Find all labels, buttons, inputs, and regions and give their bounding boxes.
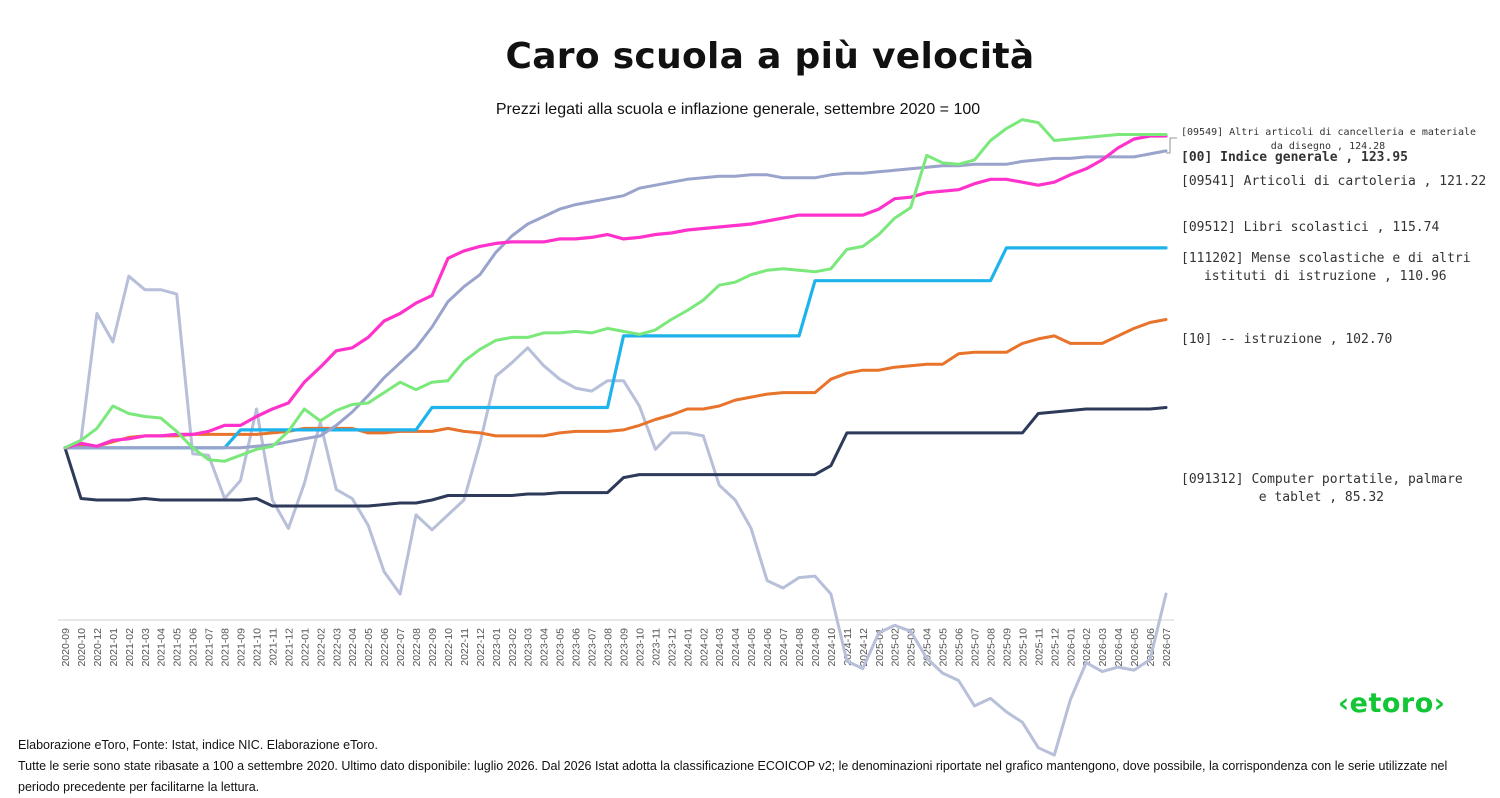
x-tick-label: 2024-12: [858, 628, 870, 667]
x-tick-label: 2022-05: [363, 628, 375, 667]
x-tick-label: 2021-07: [204, 628, 216, 667]
series-label: [09512] Libri scolastici , 115.74: [1181, 220, 1439, 235]
series-label: [10] -- istruzione , 102.70: [1181, 332, 1392, 347]
x-tick-label: 2022-10: [443, 628, 455, 667]
series-label: da disegno , 124.28: [1271, 141, 1385, 152]
x-tick-label: 2023-03: [523, 628, 535, 667]
x-tick-label: 2022-11: [459, 628, 471, 666]
x-tick-label: 2025-02: [890, 628, 902, 667]
x-tick-label: 2021-08: [220, 628, 232, 667]
x-tick-label: 2025-06: [954, 628, 966, 667]
x-tick-label: 2021-11: [267, 628, 279, 666]
x-tick-label: 2020-12: [92, 628, 104, 667]
x-tick-label: 2024-05: [746, 628, 758, 667]
label-leader-line: [1166, 137, 1177, 154]
x-tick-label: 2024-01: [682, 628, 694, 667]
series-label: e tablet , 85.32: [1259, 490, 1384, 505]
series-line: [63, 274, 1168, 757]
x-tick-label: 2025-10: [1017, 628, 1029, 667]
x-tick-label: 2026-03: [1097, 628, 1109, 667]
x-tick-label: 2023-06: [571, 628, 583, 667]
series-label: [091312] Computer portatile, palmare: [1181, 472, 1463, 487]
series-label: [111202] Mense scolastiche e di altri: [1181, 251, 1471, 266]
x-tick-label: 2021-10: [251, 628, 263, 667]
x-tick-label: 2021-09: [236, 628, 248, 667]
chart-subtitle: Prezzi legati alla scuola e inflazione g…: [495, 101, 981, 118]
x-tick-label: 2022-04: [347, 628, 359, 667]
x-tick-label: 2026-01: [1065, 628, 1077, 667]
x-tick-label: 2022-02: [315, 628, 327, 667]
x-tick-label: 2024-04: [730, 628, 742, 667]
x-tick-label: 2023-10: [634, 628, 646, 667]
x-tick-label: 2021-02: [124, 628, 136, 667]
x-tick-label: 2026-07: [1161, 628, 1173, 667]
series-line: [63, 149, 1168, 450]
x-tick-label: 2023-12: [666, 628, 678, 667]
x-tick-label: 2021-05: [172, 628, 184, 667]
series-line: [63, 118, 1168, 463]
x-tick-label: 2023-01: [491, 628, 503, 667]
series-label: [00] Indice generale , 123.95: [1181, 150, 1408, 165]
series-line: [63, 134, 1168, 450]
x-tick-label: 2021-04: [156, 628, 168, 667]
x-tick-label: 2025-12: [1049, 628, 1061, 667]
x-tick-label: 2022-01: [299, 628, 311, 667]
series-label: [09549] Altri articoli di cancelleria e …: [1181, 127, 1476, 138]
x-tick-label: 2022-08: [411, 628, 423, 667]
x-tick-label: 2026-04: [1113, 628, 1125, 667]
x-tick-label: 2021-03: [140, 628, 152, 667]
x-tick-label: 2023-08: [603, 628, 615, 667]
series-labels: [091312] Computer portatile, palmare e ta…: [1166, 127, 1486, 505]
x-tick-label: 2022-07: [395, 628, 407, 667]
x-tick-label: 2024-10: [826, 628, 838, 667]
x-tick-label: 2023-09: [618, 628, 630, 667]
x-tick-label: 2020-09: [60, 628, 72, 667]
x-tick-label: 2023-04: [539, 628, 551, 667]
x-tick-label: 2025-09: [1001, 628, 1013, 667]
x-tick-label: 2022-12: [475, 628, 487, 667]
source-note: Elaborazione eToro, Fonte: Istat, indice…: [18, 738, 378, 752]
x-tick-label: 2023-07: [587, 628, 599, 667]
x-tick-label: 2024-07: [778, 628, 790, 667]
x-tick-label: 2020-10: [76, 628, 88, 667]
x-tick-label: 2024-02: [698, 628, 710, 667]
series-line: [63, 406, 1168, 508]
x-tick-label: 2024-08: [794, 628, 806, 667]
x-tick-label: 2023-05: [555, 628, 567, 667]
x-tick-label: 2026-02: [1081, 628, 1093, 667]
series-label: istituti di istruzione , 110.96: [1204, 269, 1447, 284]
x-tick-label: 2025-05: [938, 628, 950, 667]
x-tick-label: 2022-03: [331, 628, 343, 667]
x-tick-label: 2024-03: [714, 628, 726, 667]
x-tick-label: 2025-07: [970, 628, 982, 667]
x-tick-label: 2022-09: [427, 628, 439, 667]
x-tick-label: 2025-08: [985, 628, 997, 667]
x-tick-label: 2026-05: [1129, 628, 1141, 667]
x-tick-label: 2023-11: [650, 628, 662, 666]
series-lines: [63, 118, 1168, 757]
x-tick-label: 2024-06: [762, 628, 774, 667]
x-tick-label: 2022-06: [379, 628, 391, 667]
series-label: [09541] Articoli di cartoleria , 121.22: [1181, 174, 1486, 189]
x-tick-label: 2023-02: [507, 628, 519, 667]
x-tick-label: 2021-06: [188, 628, 200, 667]
x-tick-labels: 2020-09 2020-10 2020-12 2021-01 2021-02 2021-…: [60, 628, 1173, 667]
x-tick-label: 2024-09: [810, 628, 822, 667]
x-tick-label: 2025-11: [1033, 628, 1045, 666]
x-tick-label: 2021-12: [283, 628, 295, 667]
chart-title: Caro scuola a più velocità: [505, 36, 1035, 77]
methodology-note: Tutte le serie sono state ribasate a 100…: [18, 759, 1448, 794]
etoro-logo: ‹etoro›: [1338, 688, 1446, 719]
x-tick-label: 2021-01: [108, 628, 120, 667]
series-line: [63, 246, 1168, 450]
series-line: [63, 318, 1168, 450]
